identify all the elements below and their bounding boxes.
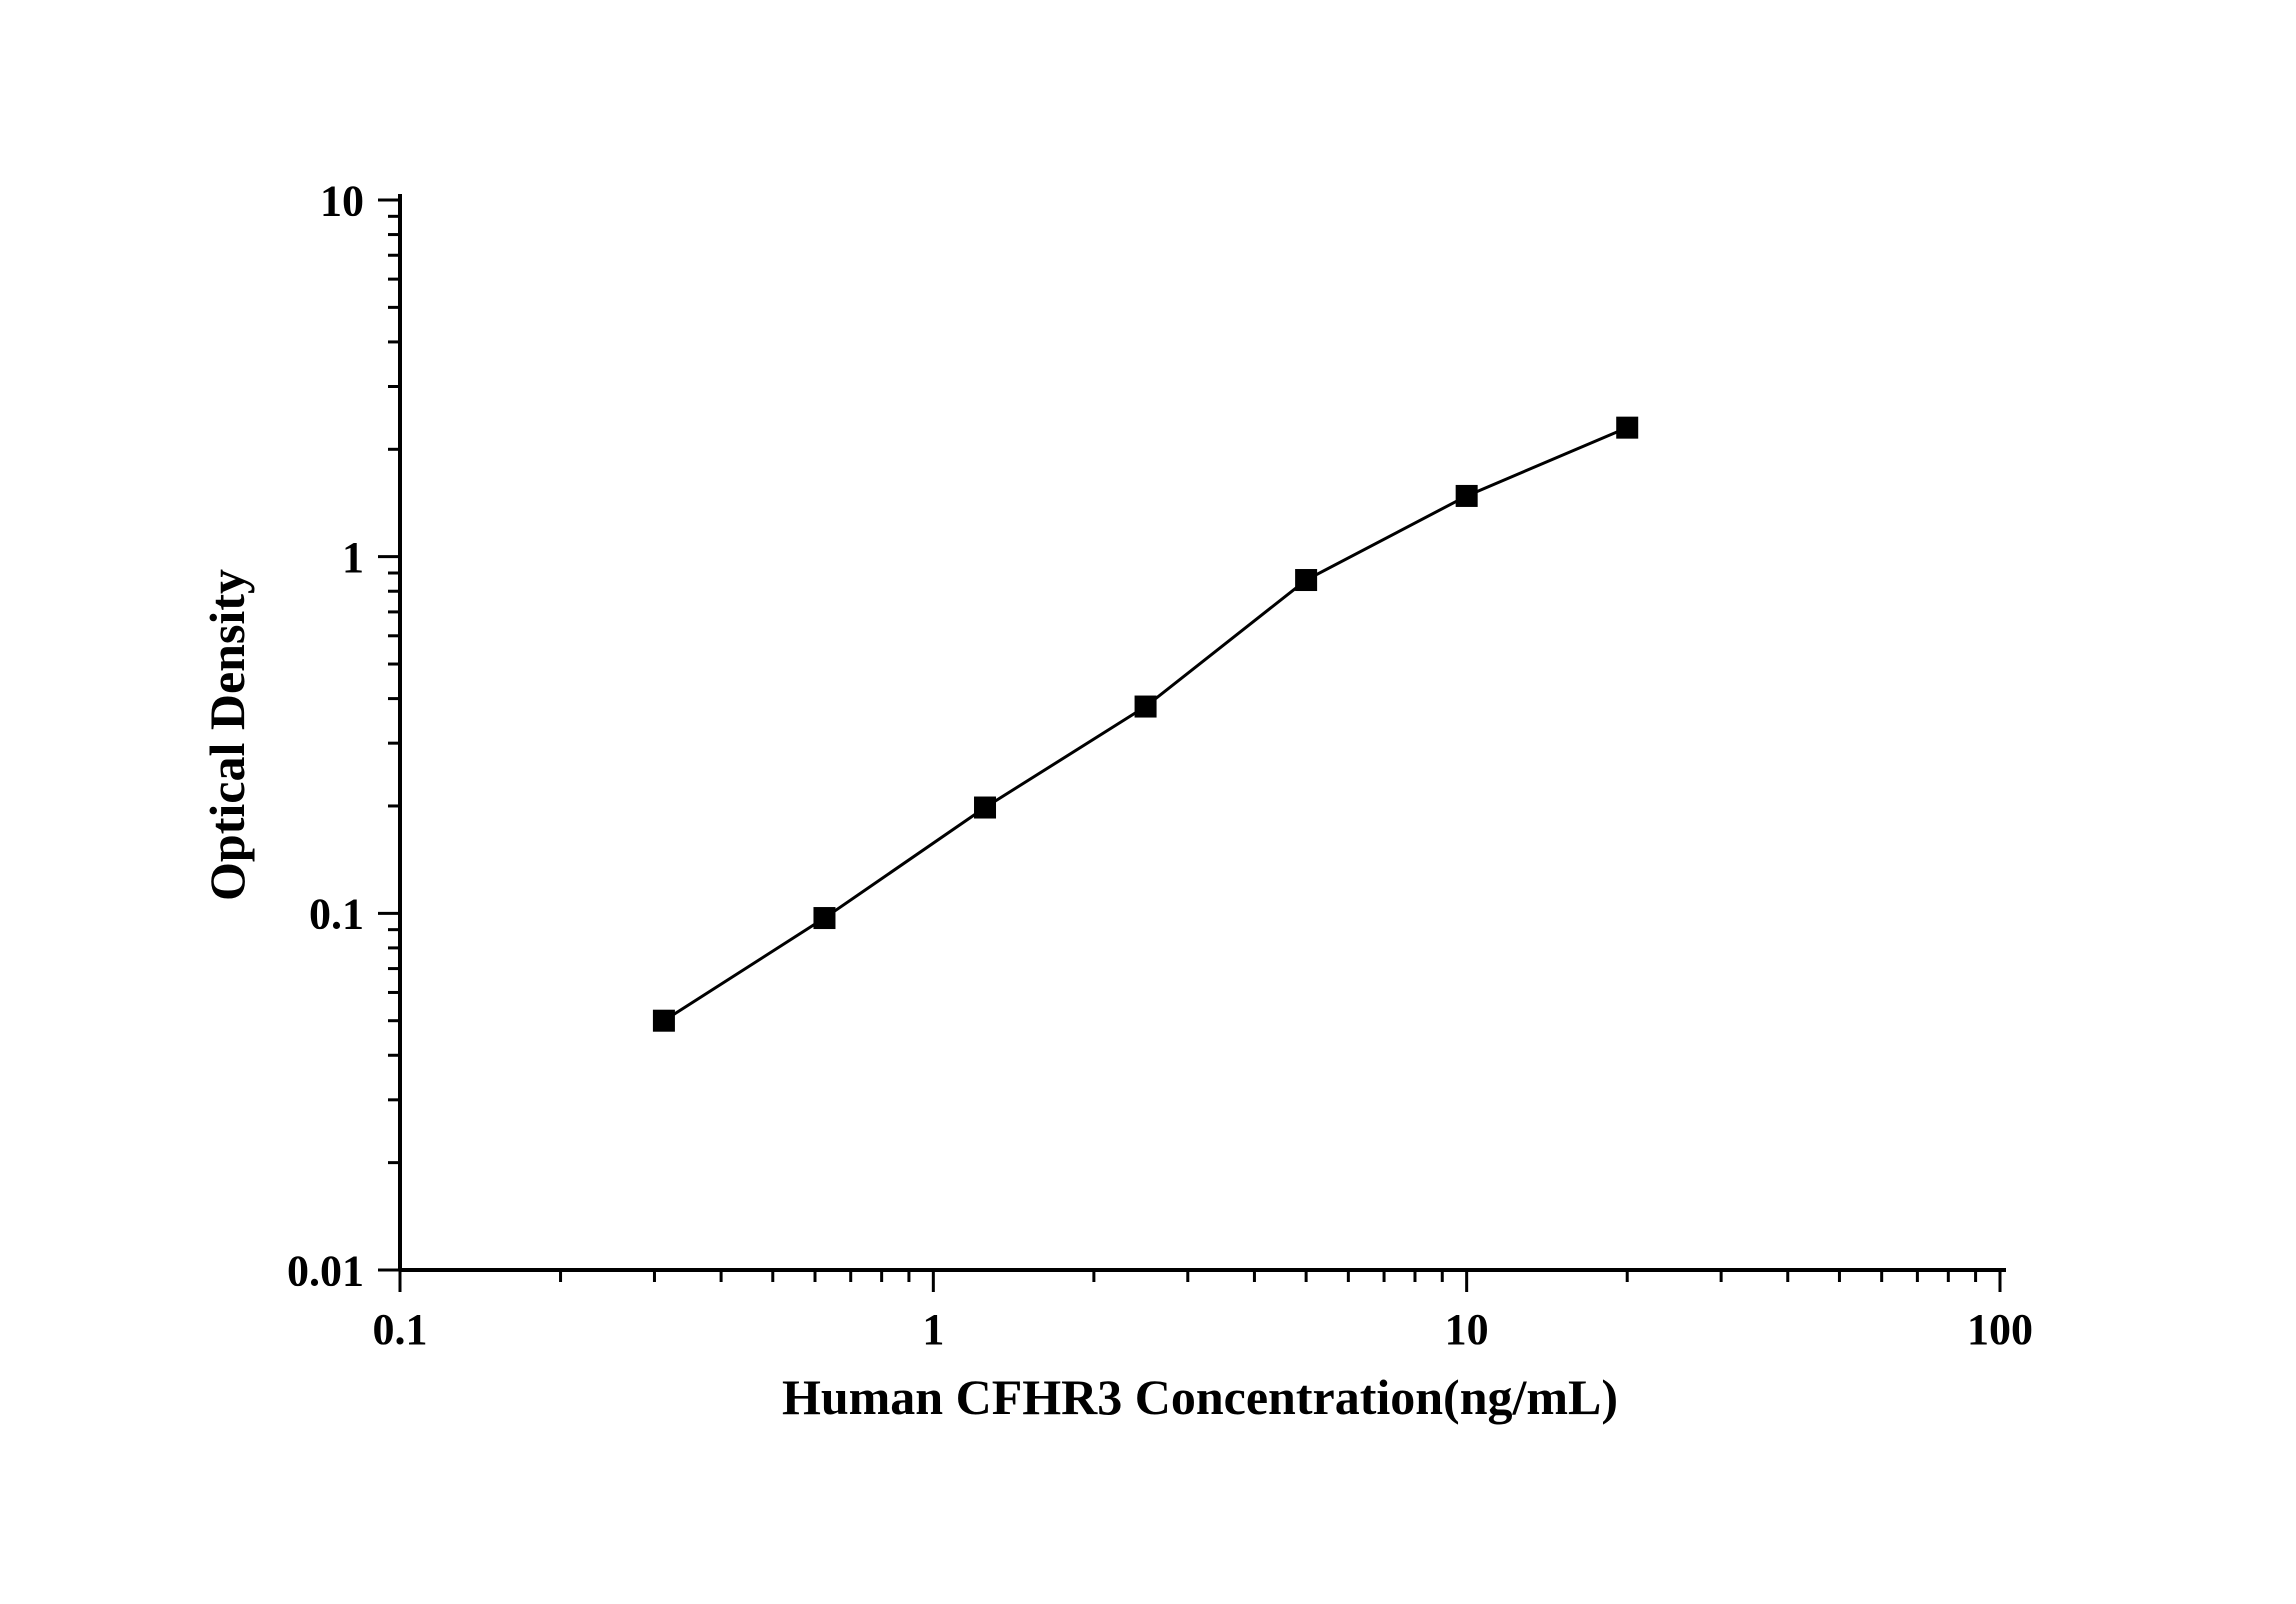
x-tick-label: 1 xyxy=(922,1305,944,1354)
series-marker xyxy=(813,907,835,929)
series-marker xyxy=(1616,417,1638,439)
x-tick-label: 0.1 xyxy=(373,1305,428,1354)
series-marker xyxy=(653,1010,675,1032)
y-tick-label: 0.1 xyxy=(309,890,364,939)
series-marker xyxy=(974,797,996,819)
chart-container: 0.11101000.010.1110Human CFHR3 Concentra… xyxy=(0,0,2296,1604)
x-tick-label: 100 xyxy=(1967,1305,2033,1354)
series-marker xyxy=(1135,696,1157,718)
y-axis-label: Optical Density xyxy=(199,569,255,901)
x-tick-label: 10 xyxy=(1445,1305,1489,1354)
y-tick-label: 10 xyxy=(320,176,364,225)
chart-svg: 0.11101000.010.1110Human CFHR3 Concentra… xyxy=(0,0,2296,1604)
series-marker xyxy=(1456,485,1478,507)
series-marker xyxy=(1295,569,1317,591)
x-axis-label: Human CFHR3 Concentration(ng/mL) xyxy=(782,1369,1618,1425)
y-tick-label: 1 xyxy=(342,533,364,582)
y-tick-label: 0.01 xyxy=(287,1246,364,1295)
